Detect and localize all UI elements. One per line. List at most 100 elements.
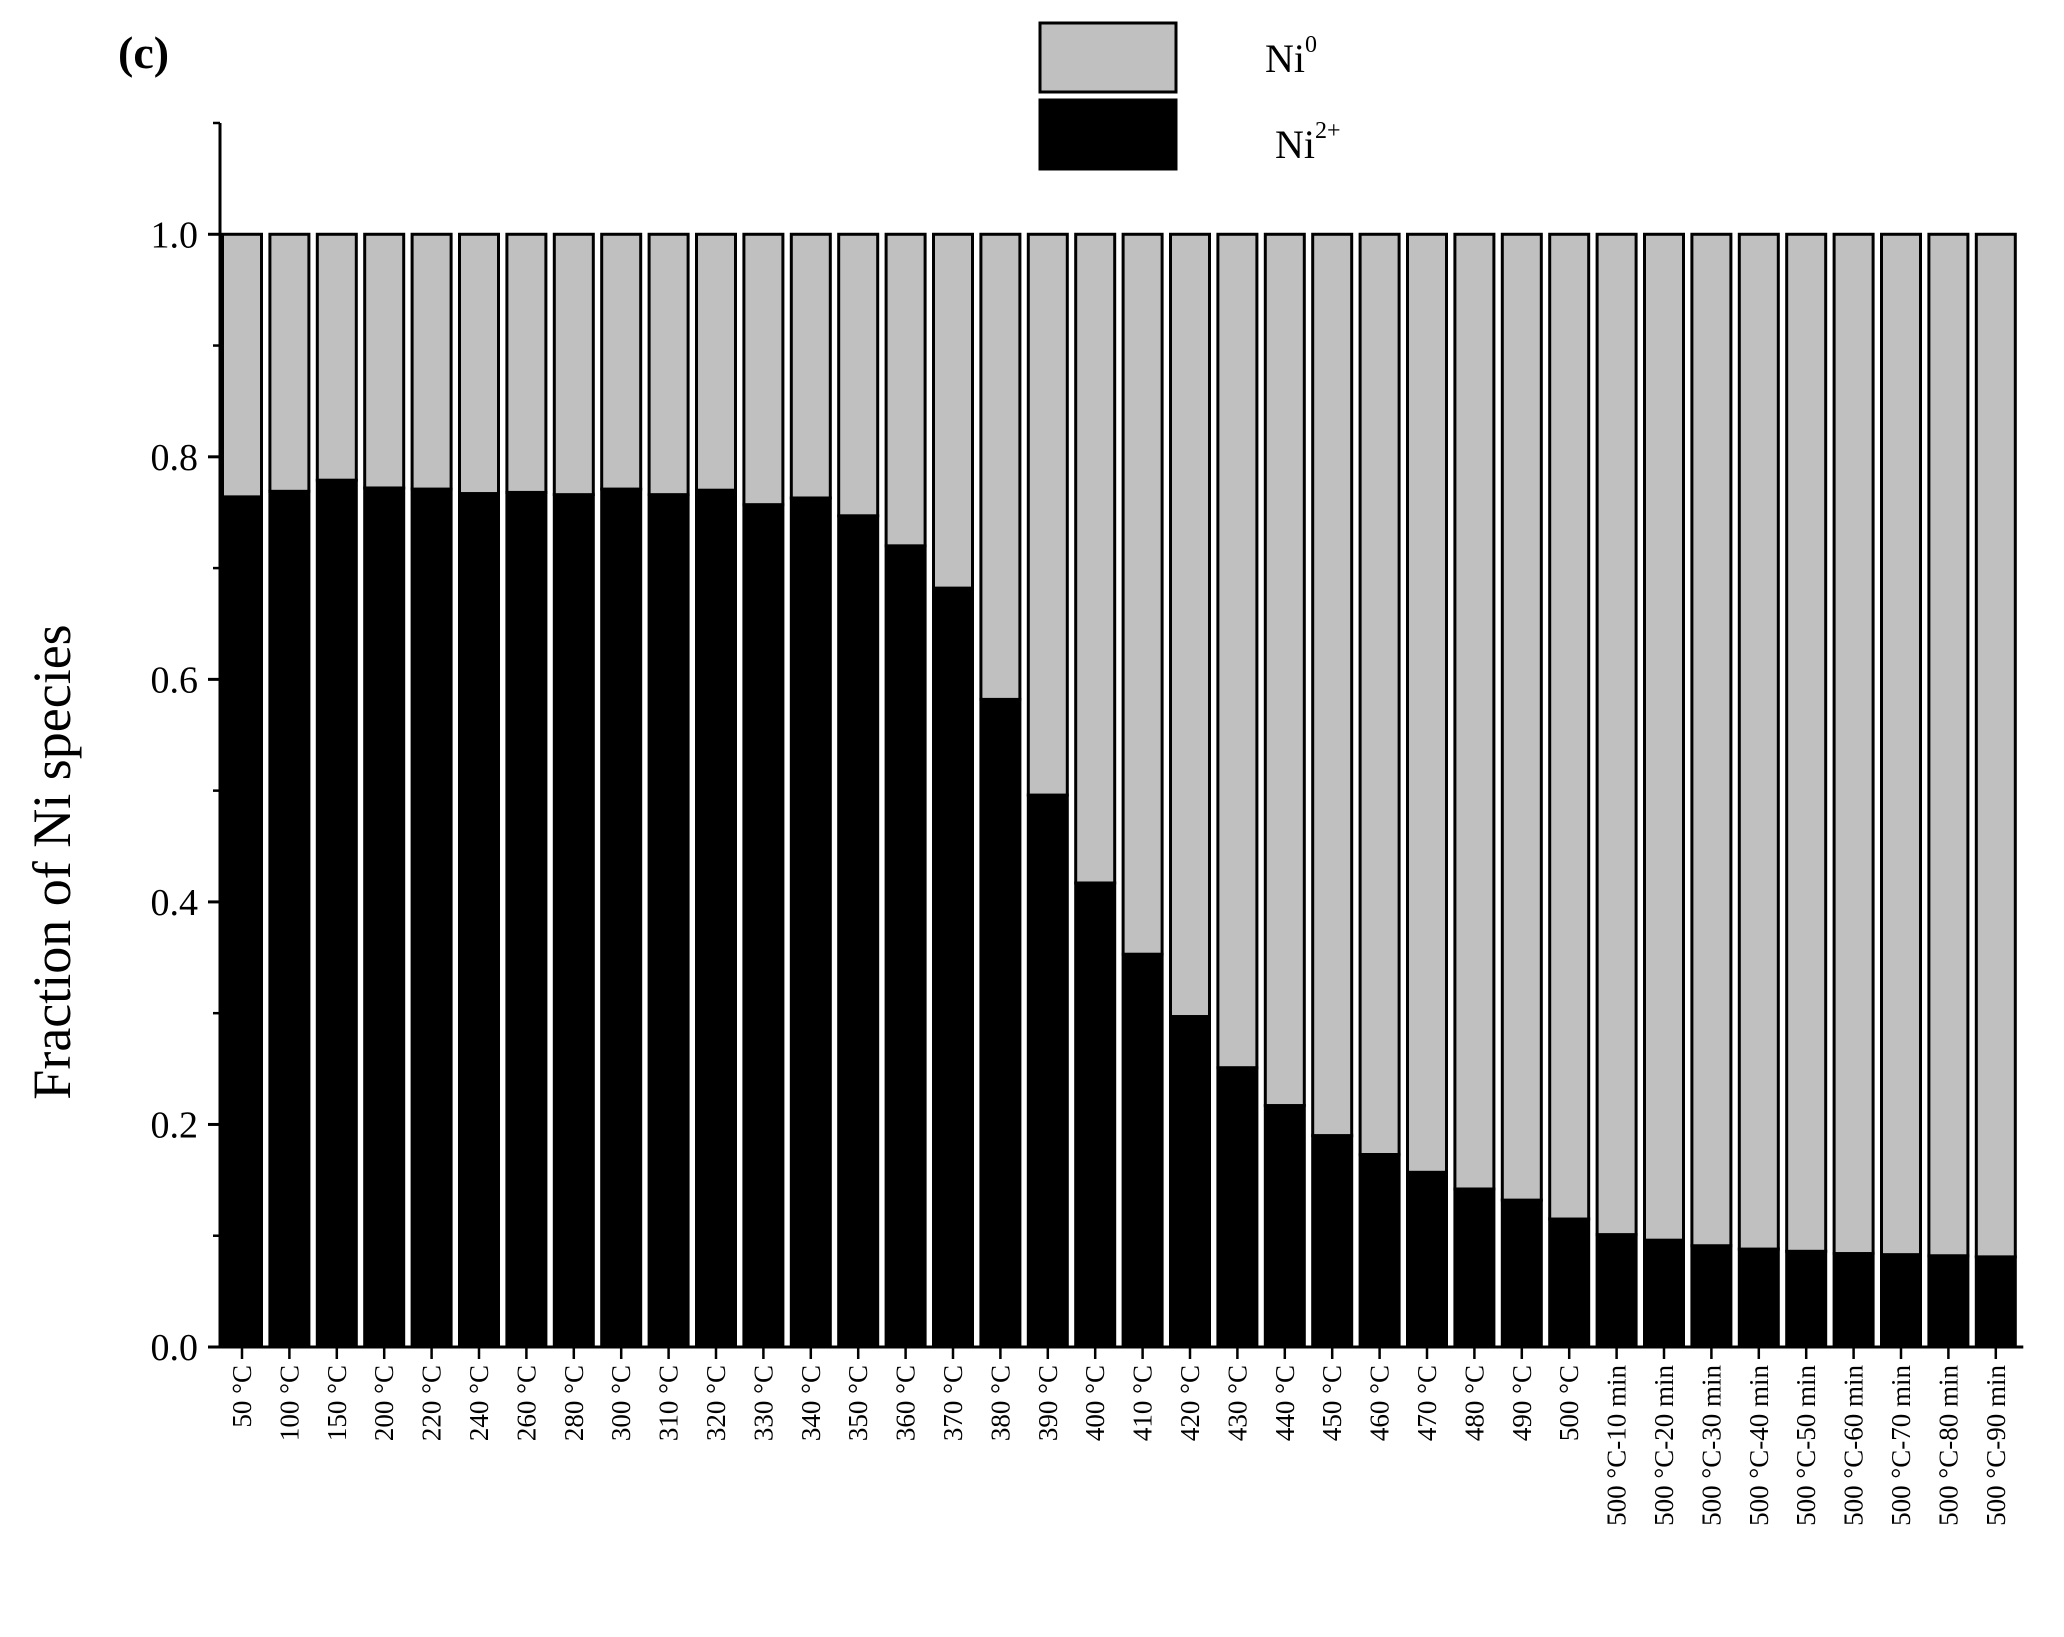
bar-ni0	[1737, 232, 1780, 1251]
legend-label-ni0: Ni0	[1265, 32, 1317, 81]
x-tick-label: 220 °C	[417, 1365, 447, 1441]
bar-ni0	[837, 232, 880, 518]
x-tick-label: 410 °C	[1128, 1365, 1158, 1441]
x-tick-label: 480 °C	[1459, 1365, 1489, 1441]
y-tick-label: 0.2	[151, 1104, 199, 1146]
x-tick-label: 450 °C	[1317, 1365, 1347, 1441]
x-tick-label: 500 °C-40 min	[1744, 1365, 1774, 1526]
x-tick-label: 350 °C	[843, 1365, 873, 1441]
bar-ni0	[979, 232, 1022, 701]
x-tick-label: 340 °C	[796, 1365, 826, 1441]
bar-ni2plus	[1880, 1253, 1922, 1349]
bar-ni0	[1074, 232, 1117, 885]
bar-ni0	[600, 232, 643, 491]
bar-ni0	[1169, 232, 1211, 1019]
bar-ni0	[1406, 232, 1448, 1174]
bar-ni0	[1453, 232, 1496, 1191]
x-tick-label: 300 °C	[606, 1365, 636, 1441]
bar-ni2plus	[552, 493, 595, 1349]
x-tick-label: 500 °C-10 min	[1602, 1365, 1632, 1526]
legend-label-ni0-base: Ni	[1265, 36, 1305, 81]
x-tick-label: 240 °C	[464, 1365, 494, 1441]
x-tick-label: 50 °C	[227, 1365, 257, 1428]
y-tick-label: 1.0	[151, 214, 199, 256]
bar-ni0	[1690, 232, 1733, 1248]
x-tick-label: 330 °C	[748, 1365, 778, 1441]
bar-ni2plus	[1406, 1170, 1448, 1349]
bar-ni2plus	[315, 478, 358, 1349]
bar-ni0	[1974, 232, 2017, 1259]
bar-ni2plus	[1026, 793, 1069, 1349]
x-tick-label: 460 °C	[1365, 1365, 1395, 1441]
bar-ni2plus	[837, 514, 880, 1349]
bar-ni2plus	[1927, 1254, 1970, 1349]
x-tick-label: 150 °C	[322, 1365, 352, 1441]
x-tick-label: 500 °C-30 min	[1696, 1365, 1726, 1526]
x-tick-label: 500 °C-20 min	[1649, 1365, 1679, 1526]
bar-ni0	[1216, 232, 1259, 1070]
bar-ni0	[1643, 232, 1685, 1242]
bars-group	[221, 232, 2017, 1349]
legend-swatch-ni2plus	[1038, 98, 1178, 171]
bar-ni2plus	[505, 490, 548, 1349]
x-tick-label: 380 °C	[985, 1365, 1015, 1441]
y-ticks-group: 0.0 0.2 0.4 0.6 0.8 1.0	[151, 121, 220, 1369]
x-tick-label: 360 °C	[891, 1365, 921, 1441]
bar-ni0	[1026, 232, 1069, 797]
legend-label-ni2plus: Ni2+	[1275, 118, 1341, 167]
bar-ni0	[410, 232, 453, 491]
bar-ni2plus	[1974, 1255, 2017, 1349]
bar-ni0	[363, 232, 406, 490]
bar-ni0	[1263, 232, 1306, 1108]
x-tick-label: 280 °C	[559, 1365, 589, 1441]
bar-ni0	[1500, 232, 1543, 1202]
bar-ni2plus	[458, 492, 500, 1349]
bar-ni0	[1121, 232, 1164, 956]
bar-ni0	[268, 232, 311, 493]
x-ticks-group: 50 °C 100 °C 150 °C 200 °C 220 °C 240 °C 260 °…	[227, 1347, 2011, 1526]
bar-ni2plus	[647, 493, 690, 1349]
x-tick-label: 490 °C	[1507, 1365, 1537, 1441]
bar-ni0	[1927, 232, 1970, 1258]
y-tick-label: 0.4	[151, 882, 199, 924]
x-tick-label: 500 °C-90 min	[1981, 1365, 2011, 1526]
legend-label-ni2plus-base: Ni	[1275, 122, 1315, 167]
bar-ni2plus	[1690, 1244, 1733, 1349]
x-tick-label: 500 °C-60 min	[1839, 1365, 1869, 1526]
bar-ni0	[1311, 232, 1354, 1138]
x-tick-label: 500 °C-70 min	[1886, 1365, 1916, 1526]
bar-ni2plus	[979, 697, 1022, 1349]
bar-ni2plus	[1311, 1134, 1354, 1349]
bar-ni2plus	[1216, 1066, 1259, 1349]
bar-ni2plus	[268, 489, 311, 1349]
bar-ni2plus	[1595, 1233, 1638, 1349]
bar-ni2plus	[1074, 881, 1117, 1349]
legend: Ni0 Ni2+	[1038, 21, 1341, 171]
axes-group	[218, 123, 2024, 1349]
bar-ni0	[695, 232, 737, 492]
panel-label: (c)	[118, 27, 169, 78]
bar-ni2plus	[1832, 1252, 1875, 1349]
bar-ni0	[1548, 232, 1591, 1221]
bar-ni0	[789, 232, 832, 500]
bar-ni2plus	[884, 544, 927, 1349]
bar-ni2plus	[1737, 1247, 1780, 1349]
x-tick-label: 500 °C	[1554, 1365, 1584, 1441]
bar-ni2plus	[1643, 1238, 1685, 1349]
bar-ni2plus	[1358, 1152, 1401, 1349]
y-tick-label: 0.6	[151, 659, 199, 701]
bar-ni0	[884, 232, 927, 548]
x-tick-label: 400 °C	[1080, 1365, 1110, 1441]
bar-ni0	[932, 232, 974, 590]
bar-ni2plus	[789, 496, 832, 1349]
bar-ni0	[552, 232, 595, 497]
bar-ni2plus	[742, 503, 785, 1349]
x-tick-label: 390 °C	[1033, 1365, 1063, 1441]
bar-ni2plus	[600, 487, 643, 1349]
x-tick-label: 260 °C	[511, 1365, 541, 1441]
x-tick-label: 470 °C	[1412, 1365, 1442, 1441]
x-tick-label: 370 °C	[938, 1365, 968, 1441]
bar-ni2plus	[1548, 1217, 1591, 1349]
x-tick-label: 200 °C	[369, 1365, 399, 1441]
x-tick-label: 100 °C	[274, 1365, 304, 1441]
